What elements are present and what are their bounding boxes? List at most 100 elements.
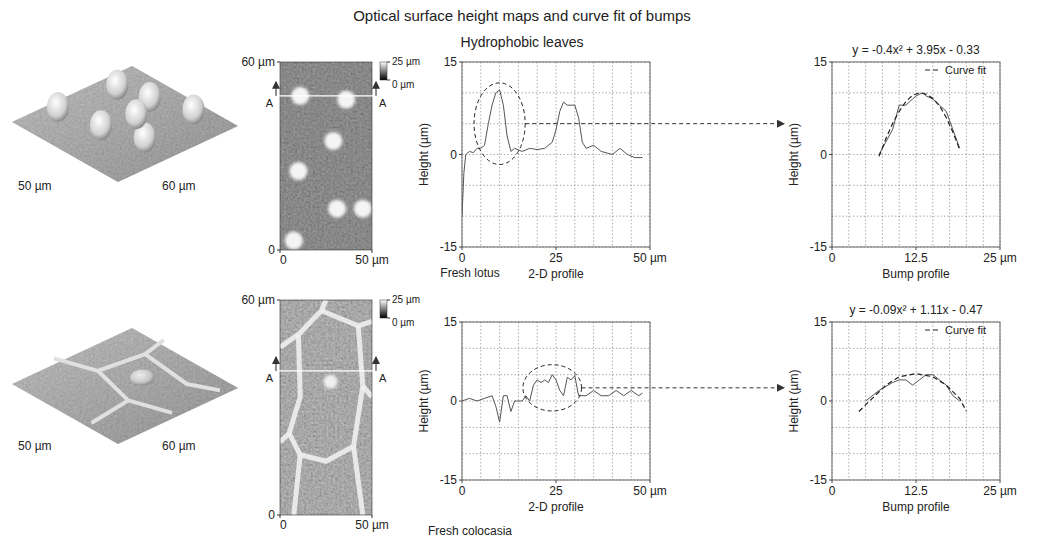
section-arrow xyxy=(276,357,277,371)
colorbar-tick xyxy=(387,80,390,81)
colorbar-tick-label: 25 µm xyxy=(392,294,420,305)
y-axis-title: Height (µm) xyxy=(417,123,431,186)
sample-label: Fresh lotus xyxy=(440,266,499,280)
map-ridge xyxy=(363,386,372,397)
y-tick xyxy=(829,247,832,248)
x-axis-title: Bump profile xyxy=(882,267,950,281)
map-texture xyxy=(280,62,372,250)
surface-texture xyxy=(0,302,260,472)
x-tick-label: 50 µm xyxy=(633,251,667,265)
y-tick-label: 0 xyxy=(820,394,827,408)
y-tick xyxy=(829,480,832,481)
colorbar-tick-label: 25 µm xyxy=(392,56,420,67)
map-ridge xyxy=(289,326,363,461)
map-y-tick xyxy=(277,515,280,516)
map-texture xyxy=(280,300,372,515)
map-y-tick-label: 0 xyxy=(268,508,275,522)
map-bump xyxy=(324,132,342,150)
y-tick-label: -15 xyxy=(810,240,828,254)
map-ridge xyxy=(280,300,326,347)
surface-ridge xyxy=(145,354,220,390)
map-bump xyxy=(354,200,372,218)
colorbar xyxy=(380,62,387,80)
surface-ridge xyxy=(92,400,129,423)
height-map xyxy=(276,300,390,518)
subtitle: Hydrophobic leaves xyxy=(461,34,584,50)
plot-frame xyxy=(832,62,1000,247)
minor-grid-line xyxy=(932,322,933,480)
section-label: A xyxy=(266,97,274,109)
x-tick-label: 12.5 xyxy=(904,484,928,498)
x-tick xyxy=(1000,247,1001,250)
legend-label: Curve fit xyxy=(945,324,986,336)
map-ridge xyxy=(354,446,363,515)
x-tick-label: 0 xyxy=(829,484,836,498)
series-line xyxy=(462,375,642,422)
y-tick xyxy=(829,154,832,155)
y-tick xyxy=(459,480,462,481)
plot-data xyxy=(859,374,967,412)
plot-frame xyxy=(462,62,650,247)
y-tick xyxy=(459,62,462,63)
map-x-tick-label: 50 µm xyxy=(355,253,389,267)
map-x-tick-label: 0 xyxy=(280,518,287,532)
x-tick-label: 25 µm xyxy=(983,251,1017,265)
grid-line xyxy=(832,154,1000,155)
section-arrow xyxy=(376,357,377,371)
map-y-tick-label: 60 µm xyxy=(241,55,275,69)
grid-line xyxy=(832,401,1000,402)
section-label: A xyxy=(379,372,387,384)
colorbar-tick xyxy=(387,300,390,301)
minor-grid-line xyxy=(832,453,1000,454)
section-label: A xyxy=(266,372,274,384)
y-axis-title: Height (µm) xyxy=(787,123,801,186)
minor-grid-line xyxy=(462,92,650,93)
minor-grid-line xyxy=(462,185,650,186)
colorbar-tick-label: 0 µm xyxy=(392,317,414,328)
plot-data xyxy=(462,90,642,216)
colorbar-tick xyxy=(387,62,390,63)
minor-grid-line xyxy=(832,427,1000,428)
bump-arrow xyxy=(525,123,784,124)
map-image xyxy=(280,62,372,250)
surface-bump xyxy=(183,94,205,124)
minor-grid-line xyxy=(848,62,849,247)
sample-label: Fresh colocasia xyxy=(428,524,512,538)
equation: y = -0.09x² + 1.11x - 0.47 xyxy=(849,303,983,317)
map-x-tick-label: 50 µm xyxy=(355,518,389,532)
y-tick-label: -15 xyxy=(440,473,458,487)
minor-grid-line xyxy=(832,348,1000,349)
title: Optical surface height maps and curve fi… xyxy=(353,7,691,24)
series-line xyxy=(462,90,642,216)
x-tick xyxy=(1000,480,1001,483)
map-bump xyxy=(337,91,355,109)
y-tick-label: -15 xyxy=(440,240,458,254)
surface-x-label: 50 µm xyxy=(18,179,52,193)
minor-grid-line xyxy=(462,216,650,217)
bump-arrow xyxy=(582,387,784,388)
chart xyxy=(459,62,650,250)
map-image xyxy=(280,300,372,515)
series-line xyxy=(866,375,960,401)
surface-y-label: 60 µm xyxy=(162,179,196,193)
x-tick-label: 25 xyxy=(549,251,563,265)
section-arrow xyxy=(376,82,377,96)
map-ridge xyxy=(294,455,300,515)
surface-bump xyxy=(130,369,154,385)
map-ridge xyxy=(321,311,372,326)
bump-highlight xyxy=(523,365,582,411)
minor-grid-line xyxy=(832,216,1000,217)
y-tick xyxy=(459,154,462,155)
y-tick xyxy=(829,322,832,323)
y-tick xyxy=(459,322,462,323)
height-map xyxy=(276,62,390,253)
x-axis-title: 2-D profile xyxy=(528,267,584,281)
y-axis-title: Height (µm) xyxy=(787,370,801,433)
y-tick-label: 15 xyxy=(814,315,828,329)
series-line xyxy=(879,93,960,155)
x-axis-title: 2-D profile xyxy=(528,500,584,514)
map-y-tick-label: 0 xyxy=(268,243,275,257)
surface-bump xyxy=(106,70,128,100)
x-tick-label: 25 µm xyxy=(983,484,1017,498)
map-y-tick xyxy=(277,250,280,251)
